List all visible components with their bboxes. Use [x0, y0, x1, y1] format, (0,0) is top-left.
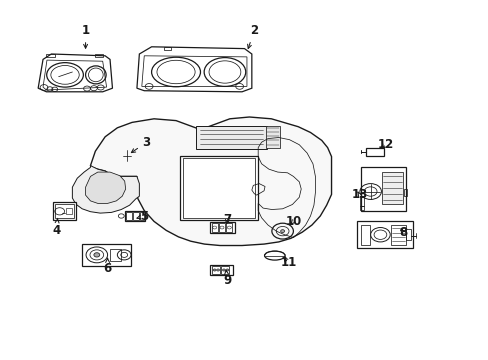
Text: 1: 1 [81, 24, 89, 48]
Bar [140, 212, 143, 220]
Bar [360, 225, 369, 245]
Polygon shape [72, 166, 139, 213]
Circle shape [222, 269, 225, 271]
Bar [212, 266, 220, 274]
Circle shape [213, 269, 216, 271]
Bar [195, 126, 266, 149]
Text: 3: 3 [131, 136, 150, 153]
Text: 13: 13 [350, 188, 367, 201]
Bar [210, 222, 234, 233]
Bar [226, 223, 232, 232]
Bar [126, 212, 132, 220]
Text: 12: 12 [377, 138, 394, 150]
Bar [55, 204, 74, 218]
Bar [390, 225, 405, 245]
Bar [210, 265, 232, 275]
Bar [360, 167, 405, 211]
Polygon shape [90, 117, 331, 246]
Bar [46, 54, 55, 57]
Bar [211, 223, 217, 232]
Bar [359, 196, 363, 206]
Bar [82, 244, 131, 266]
Text: 7: 7 [223, 213, 231, 226]
Bar [65, 208, 72, 214]
Polygon shape [38, 54, 112, 92]
Bar [53, 202, 76, 220]
Text: 9: 9 [223, 270, 231, 287]
Bar [183, 158, 255, 218]
Text: 6: 6 [103, 258, 111, 275]
Bar [109, 249, 121, 261]
Text: 10: 10 [285, 215, 301, 228]
Bar [124, 211, 145, 221]
Circle shape [280, 230, 284, 233]
Text: 2: 2 [247, 24, 258, 49]
Bar [163, 47, 171, 50]
Bar [221, 266, 228, 274]
Polygon shape [85, 172, 125, 203]
Text: 8: 8 [399, 226, 407, 239]
Bar [365, 148, 384, 156]
Circle shape [216, 269, 219, 271]
Bar [382, 172, 402, 204]
Bar [180, 156, 258, 220]
Polygon shape [137, 47, 251, 92]
Text: 11: 11 [280, 256, 296, 269]
Bar [133, 212, 139, 220]
Text: 5: 5 [137, 210, 148, 222]
Bar [406, 229, 410, 240]
Ellipse shape [264, 251, 285, 260]
Bar [403, 189, 406, 196]
Bar [219, 223, 224, 232]
Bar [356, 221, 412, 248]
Bar [265, 126, 280, 148]
Circle shape [94, 253, 100, 257]
Text: 4: 4 [52, 218, 60, 237]
Circle shape [225, 269, 228, 271]
Bar [359, 206, 363, 210]
Bar [95, 54, 102, 57]
